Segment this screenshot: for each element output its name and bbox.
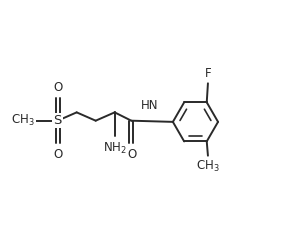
Text: S: S [53,114,62,127]
Text: CH$_3$: CH$_3$ [11,113,35,128]
Text: O: O [53,81,62,94]
Text: CH$_3$: CH$_3$ [196,159,220,174]
Text: HN: HN [141,99,158,112]
Text: O: O [53,147,62,161]
Text: F: F [205,67,211,80]
Text: O: O [128,147,137,161]
Text: NH$_2$: NH$_2$ [103,141,127,156]
